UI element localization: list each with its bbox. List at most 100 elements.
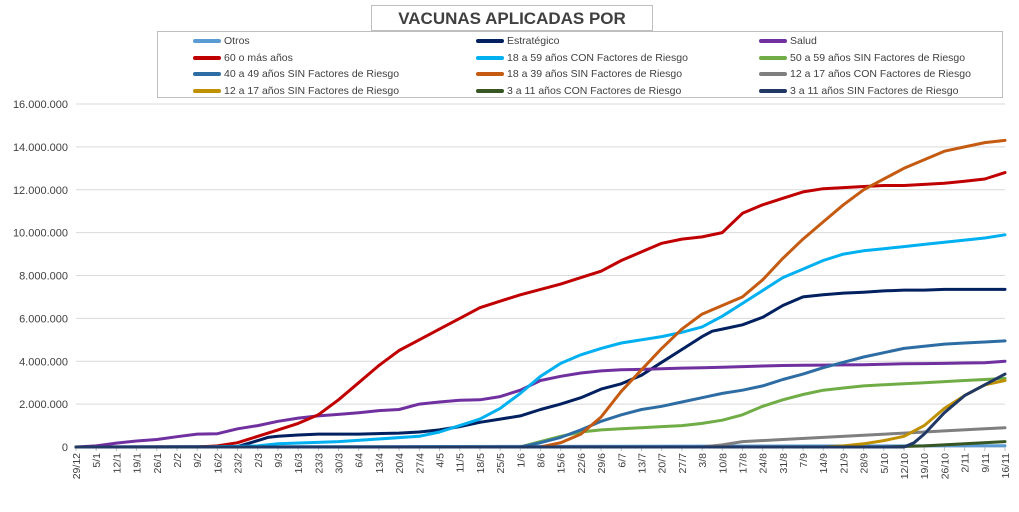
y-tick-label: 14.000.000 [13,142,68,154]
legend-swatch [193,72,221,76]
series-line-2 [74,287,1007,449]
x-tick-label: 4/5 [435,453,447,468]
legend-item: Estratégico [476,33,560,49]
x-tick-label: 2/11 [960,453,972,473]
legend-swatch [193,39,221,43]
legend-label: 12 a 17 años SIN Factores de Riesgo [224,84,400,97]
y-tick-label: 12.000.000 [13,185,68,197]
x-tick-label: 19/10 [919,453,931,479]
legend-label: Salud [790,35,817,47]
legend-label: Estratégico [507,35,560,47]
x-tick-label: 12/10 [899,453,911,479]
series-line-4 [74,171,1007,449]
x-tick-label: 17/8 [737,453,749,474]
x-tick-label: 16/11 [1000,453,1012,479]
x-tick-label: 16/2 [212,453,224,474]
x-tick-label: 1/6 [515,453,527,468]
x-tick-label: 15/6 [556,453,568,474]
x-tick-label: 19/1 [132,453,144,474]
legend-label: 60 o más años [224,51,293,64]
x-tick-label: 3/8 [697,453,709,468]
x-tick-label: 10/8 [717,453,729,474]
x-tick-label: 9/11 [980,453,992,473]
x-tick-label: 8/6 [536,453,548,468]
x-tick-label: 22/6 [576,453,588,474]
y-tick-label: 4.000.000 [19,356,68,368]
x-tick-label: 9/2 [192,453,204,468]
x-tick-label: 5/10 [879,453,891,474]
x-tick-label: 20/4 [394,453,406,474]
x-tick-label: 6/4 [354,453,366,468]
x-tick-label: 26/10 [939,453,951,479]
legend-swatch [476,55,504,60]
chart-title: VACUNAS APLICADAS POR SECTOR [371,5,653,54]
series-line-7 [74,339,1007,449]
x-tick-label: 28/9 [859,453,871,474]
legend-item: 50 a 59 años SIN Factores de Riesgo [759,50,965,66]
x-tick-label: 29/12 [71,453,83,479]
x-tick-label: 26/1 [152,453,164,474]
x-tick-label: 13/7 [636,453,648,474]
series-line-10 [74,379,1007,449]
legend-label: 50 a 59 años SIN Factores de Riesgo [790,51,966,64]
series-line-8 [74,138,1007,449]
legend-item: Otros [193,33,250,49]
series-line-6 [74,376,1007,449]
y-tick-label: 10.000.000 [13,228,68,240]
y-tick-label: 0 [62,442,68,454]
legend-label: 12 a 17 años CON Factores de Riesgo [790,68,971,80]
x-tick-label: 2/2 [172,453,184,468]
series-line-5 [74,233,1007,449]
legend-swatch [476,88,504,93]
legend-swatch [193,88,221,93]
legend-swatch [193,55,221,60]
legend-label: Otros [224,35,250,47]
x-tick-label: 21/9 [838,453,850,474]
x-tick-label: 20/7 [657,453,669,474]
legend-item: 3 a 11 años CON Factores de Riesgo [476,83,681,99]
legend-label: 18 a 59 años CON Factores de Riesgo [507,51,688,64]
x-tick-label: 13/4 [374,453,386,474]
x-tick-label: 2/3 [253,453,265,468]
x-tick-label: 31/8 [778,453,790,474]
x-tick-label: 30/3 [334,453,346,474]
legend-item: 3 a 11 años SIN Factores de Riesgo [759,83,958,99]
legend-swatch [759,55,787,60]
legend-item: 60 o más años [193,50,293,66]
series-line-3 [74,359,1007,449]
x-tick-label: 9/3 [273,453,285,468]
y-tick-label: 8.000.000 [19,271,68,283]
legend-item: 40 a 49 años SIN Factores de Riesgo [193,66,399,82]
x-tick-label: 29/6 [596,453,608,474]
legend-swatch [759,72,787,76]
legend-label: 3 a 11 años SIN Factores de Riesgo [790,84,959,97]
x-tick-label: 14/9 [818,453,830,474]
legend-item: 12 a 17 años SIN Factores de Riesgo [193,83,399,99]
legend-swatch [759,88,787,93]
x-tick-label: 23/2 [233,453,245,474]
legend-label: 40 a 49 años SIN Factores de Riesgo [224,68,400,80]
legend-item: 18 a 39 años SIN Factores de Riesgo [476,66,682,82]
x-tick-label: 23/3 [313,453,325,474]
legend-swatch [476,72,504,76]
x-tick-label: 11/5 [455,453,467,473]
x-tick-label: 5/1 [91,453,103,468]
legend-label: 18 a 39 años SIN Factores de Riesgo [507,68,683,80]
y-tick-label: 6.000.000 [19,313,68,325]
series-line-12 [74,372,1007,449]
x-tick-label: 12/1 [111,453,123,474]
legend-swatch [759,39,787,43]
legend-label: 3 a 11 años CON Factores de Riesgo [507,84,682,97]
x-tick-label: 25/5 [495,453,507,474]
x-tick-label: 18/5 [475,453,487,474]
x-tick-label: 27/4 [414,453,426,474]
y-tick-label: 16.000.000 [13,99,68,111]
legend-item: Salud [759,33,817,49]
legend-item: 18 a 59 años CON Factores de Riesgo [476,50,688,66]
y-tick-label: 2.000.000 [19,399,68,411]
x-tick-label: 16/3 [293,453,305,474]
legend: Otros Estratégico Salud 60 o más años 18 a 5… [157,31,1003,98]
x-tick-label: 24/8 [758,453,770,474]
legend-swatch [476,39,504,43]
